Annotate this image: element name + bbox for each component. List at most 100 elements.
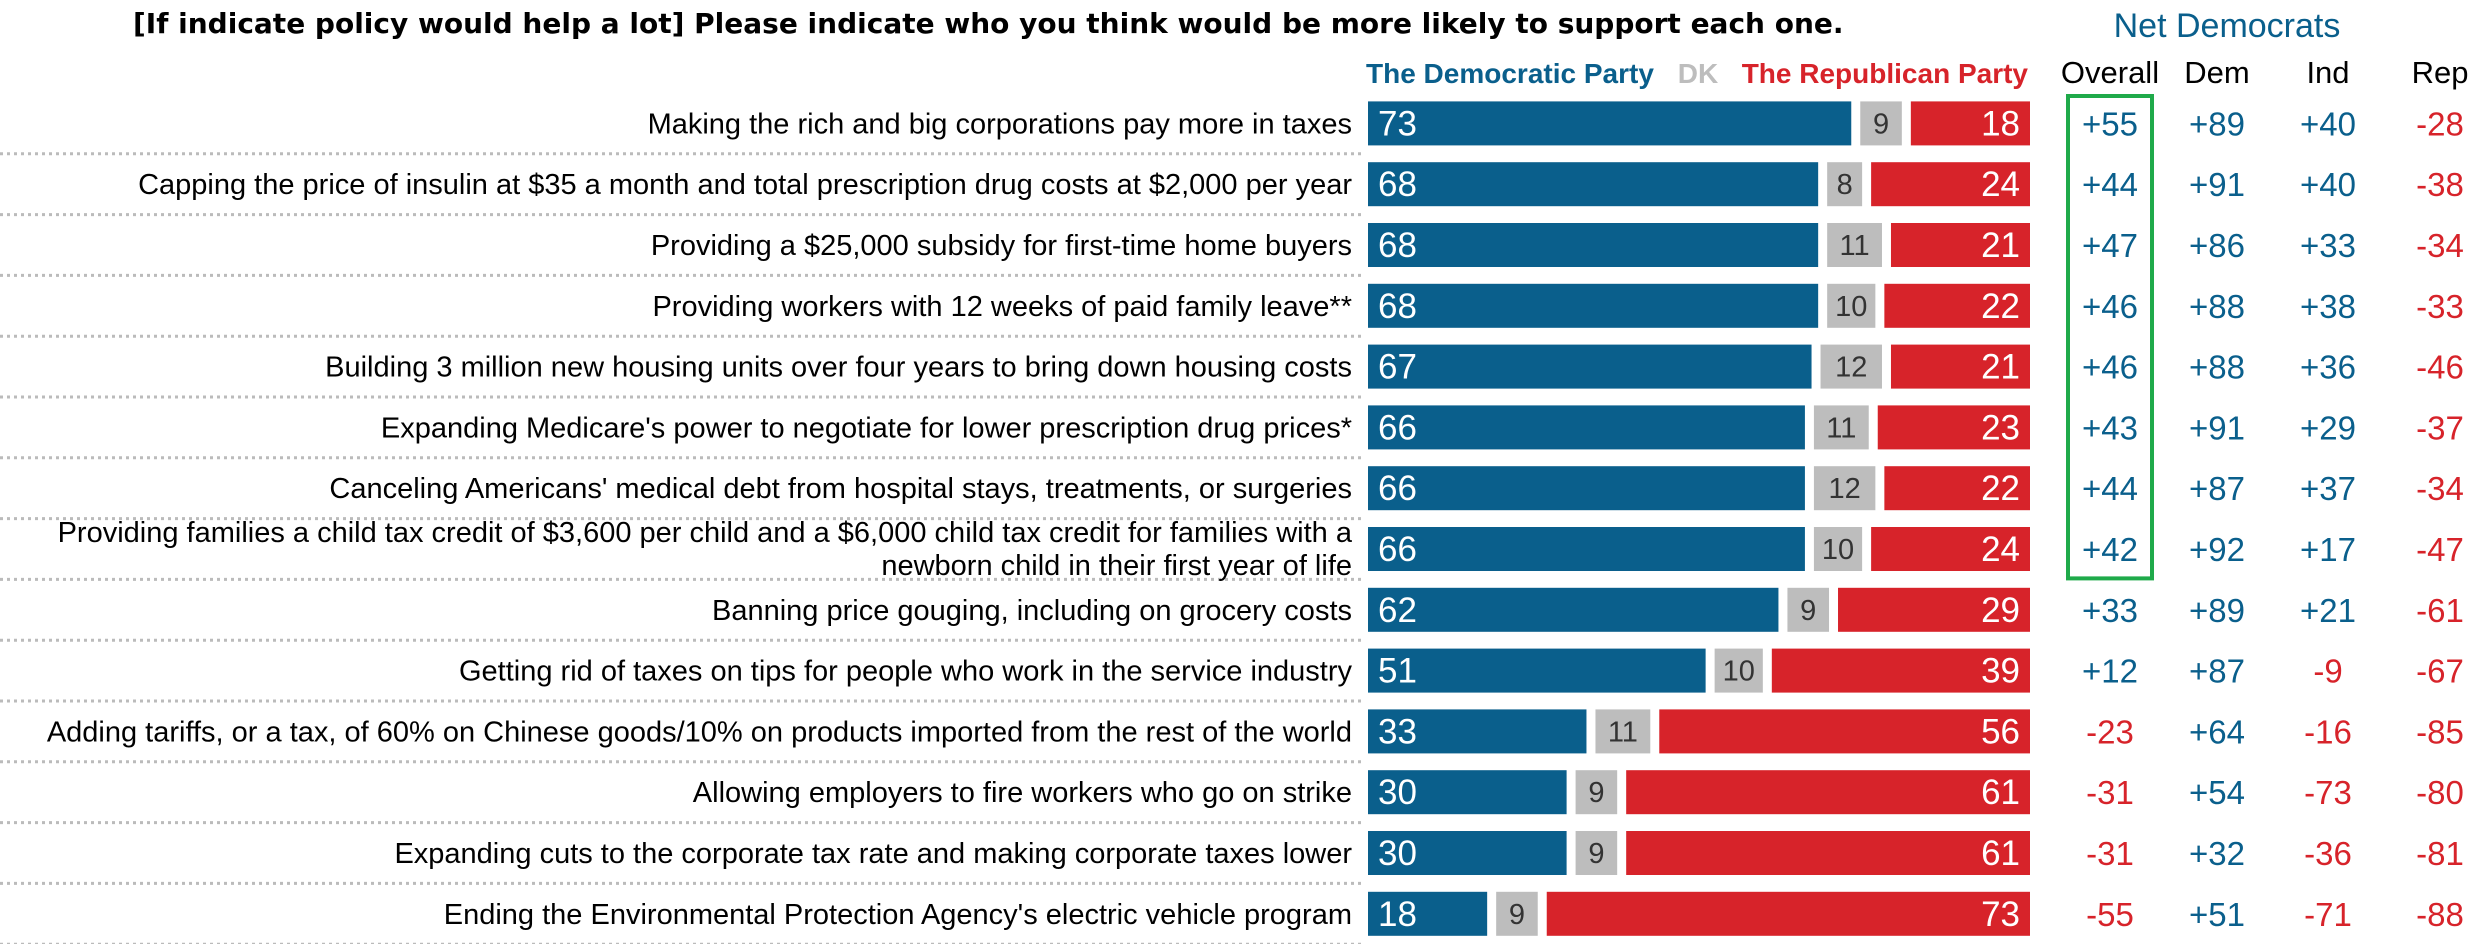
bar-label-dk: 9 <box>1873 108 1889 140</box>
net-value-overall: +43 <box>2082 409 2138 446</box>
bar-dk <box>1860 101 1902 146</box>
net-value-rep: -61 <box>2416 592 2464 629</box>
net-value-ind: +37 <box>2300 470 2356 507</box>
net-value-overall: +33 <box>2082 592 2138 629</box>
category-label: Canceling Americans' medical debt from h… <box>329 473 1352 505</box>
net-value-ind: +40 <box>2300 166 2356 203</box>
bar-republican <box>1546 891 2030 936</box>
net-col-header-ind: Ind <box>2306 55 2349 90</box>
net-value-rep: -81 <box>2416 835 2464 872</box>
category-label: Expanding cuts to the corporate tax rate… <box>394 838 1352 870</box>
bar-democratic <box>1368 405 1805 450</box>
bar-republican <box>1884 283 2030 328</box>
net-value-ind: +21 <box>2300 592 2356 629</box>
bar-republican <box>1890 344 2030 389</box>
bar-democratic <box>1368 283 1819 328</box>
bar-dk <box>1575 831 1618 875</box>
bar-democratic <box>1368 891 1488 936</box>
bar-democratic <box>1368 101 1852 146</box>
category-label: Expanding Medicare's power to negotiate … <box>381 412 1352 444</box>
net-value-dem: +91 <box>2189 166 2245 203</box>
bar-label-dk: 12 <box>1829 473 1861 505</box>
bar-label-democratic: 68 <box>1378 287 1417 326</box>
chart-rows: Making the rich and big corporations pay… <box>0 94 2464 944</box>
net-col-header-rep: Rep <box>2412 55 2469 90</box>
net-value-overall: -31 <box>2086 774 2134 811</box>
bar-label-republican: 61 <box>1981 834 2020 873</box>
net-value-rep: -38 <box>2416 166 2464 203</box>
net-value-ind: +36 <box>2300 349 2356 386</box>
bar-republican <box>1910 101 2030 146</box>
net-value-dem: +51 <box>2189 896 2245 933</box>
net-value-dem: +32 <box>2189 835 2245 872</box>
net-value-dem: +88 <box>2189 288 2245 325</box>
net-value-overall: +12 <box>2082 653 2138 690</box>
legend-democratic: The Democratic Party <box>1366 58 1654 89</box>
bar-republican <box>1626 831 2030 875</box>
net-value-ind: -9 <box>2313 653 2342 690</box>
bar-label-republican: 21 <box>1981 348 2020 387</box>
bar-label-dk: 11 <box>1826 412 1856 444</box>
net-value-dem: +88 <box>2189 349 2245 386</box>
net-value-dem: +92 <box>2189 531 2245 568</box>
bar-dk <box>1714 648 1763 693</box>
net-value-dem: +64 <box>2189 713 2245 750</box>
bar-label-republican: 23 <box>1981 408 2020 447</box>
bar-label-democratic: 73 <box>1378 104 1417 143</box>
net-value-overall: +44 <box>2082 470 2138 507</box>
net-value-rep: -67 <box>2416 653 2464 690</box>
bar-republican <box>1871 527 2030 571</box>
bar-label-democratic: 66 <box>1378 469 1417 508</box>
bar-label-dk: 10 <box>1835 291 1867 323</box>
bar-dk <box>1813 527 1863 571</box>
bar-label-republican: 73 <box>1981 895 2020 934</box>
bar-democratic <box>1368 162 1819 207</box>
legend-republican: The Republican Party <box>1742 58 2029 89</box>
bar-label-democratic: 51 <box>1378 652 1417 691</box>
net-value-ind: +40 <box>2300 105 2356 142</box>
bar-democratic <box>1368 709 1587 754</box>
bar-dk <box>1787 587 1830 632</box>
bar-dk <box>1813 405 1869 450</box>
bar-label-democratic: 66 <box>1378 530 1417 569</box>
category-label: Making the rich and big corporations pay… <box>648 108 1352 140</box>
category-label: Providing a $25,000 subsidy for first-ti… <box>651 230 1352 262</box>
net-value-ind: -16 <box>2304 713 2352 750</box>
bar-dk <box>1813 466 1876 511</box>
bar-democratic <box>1368 466 1805 511</box>
bar-label-republican: 21 <box>1981 226 2020 265</box>
net-value-rep: -34 <box>2416 470 2464 507</box>
net-value-ind: +29 <box>2300 409 2356 446</box>
bar-democratic <box>1368 344 1812 389</box>
bar-label-republican: 39 <box>1981 652 2020 691</box>
net-title: Net Democrats <box>2114 7 2341 45</box>
bar-label-republican: 24 <box>1981 530 2020 569</box>
net-value-rep: -33 <box>2416 288 2464 325</box>
overall-highlight-box <box>2066 94 2154 581</box>
net-value-dem: +54 <box>2189 774 2245 811</box>
net-value-rep: -85 <box>2416 713 2464 750</box>
net-value-rep: -37 <box>2416 409 2464 446</box>
legend-dk: DK <box>1678 58 1718 89</box>
bar-label-dk: 10 <box>1822 534 1854 566</box>
net-value-ind: +33 <box>2300 227 2356 264</box>
category-label: Ending the Environmental Protection Agen… <box>444 899 1352 931</box>
bar-label-democratic: 33 <box>1378 712 1417 751</box>
bar-label-dk: 11 <box>1840 230 1870 262</box>
bar-label-dk: 12 <box>1835 352 1867 384</box>
net-value-rep: -47 <box>2416 531 2464 568</box>
category-label: Adding tariffs, or a tax, of 60% on Chin… <box>47 716 1352 748</box>
bar-label-dk: 9 <box>1800 595 1816 627</box>
bar-dk <box>1496 891 1538 936</box>
bar-dk <box>1827 283 1876 328</box>
bar-dk <box>1595 709 1651 754</box>
bar-label-republican: 56 <box>1981 712 2020 751</box>
bar-republican <box>1890 223 2030 267</box>
net-value-rep: -80 <box>2416 774 2464 811</box>
category-label: Providing families a child tax credit of… <box>58 517 1353 549</box>
bar-label-democratic: 68 <box>1378 165 1417 204</box>
bar-label-democratic: 62 <box>1378 591 1417 630</box>
net-value-rep: -88 <box>2416 896 2464 933</box>
bar-democratic <box>1368 223 1819 267</box>
